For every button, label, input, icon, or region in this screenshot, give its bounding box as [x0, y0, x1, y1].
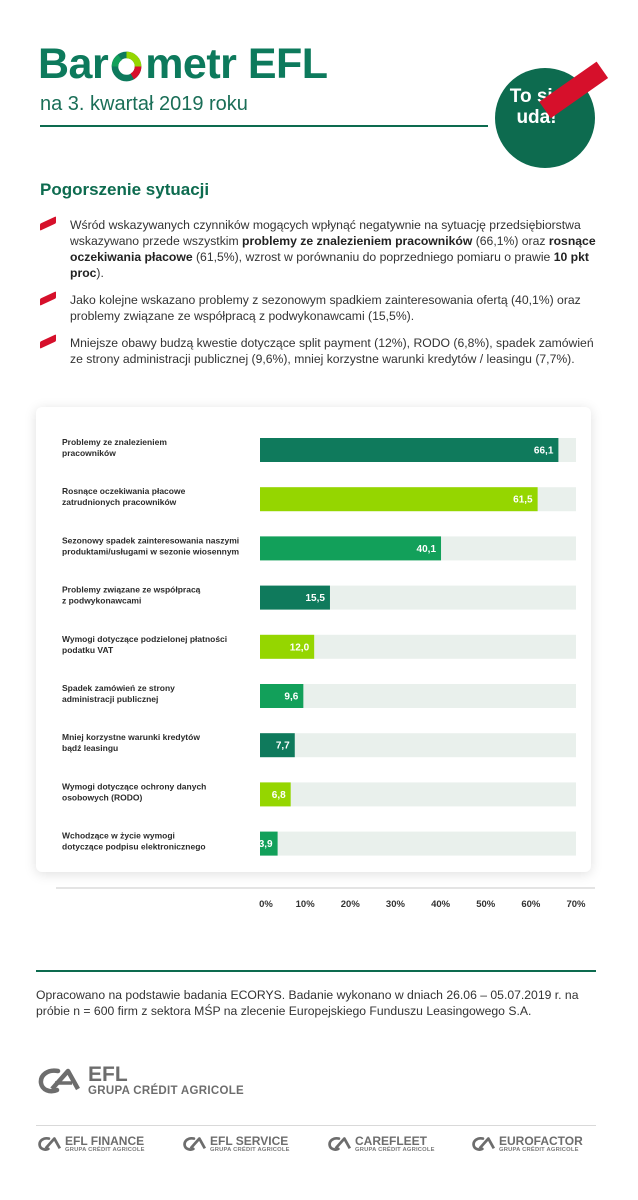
methodology-note: Opracowano na podstawie badania ECORYS. …	[36, 988, 579, 1018]
category-label-4: Problemy związane ze współpracą	[62, 585, 201, 595]
value-label-2: 61,5	[513, 495, 533, 506]
category-label-8: osobowych (RODO)	[62, 792, 142, 802]
brand-suffix: metr EFL	[145, 40, 328, 88]
subtitle: na 3. kwartał 2019 roku	[40, 93, 248, 115]
category-label-5: Wymogi dotyczące podzielonej płatności	[62, 634, 227, 644]
category-label-3: produktami/usługami w sezonie wiosennym	[62, 546, 240, 556]
bar-7	[260, 733, 295, 758]
bullet-2: Jako kolejne wskazano problemy z sezonow…	[40, 291, 600, 324]
value-label-8: 6,8	[272, 790, 286, 801]
bar-track	[260, 831, 576, 856]
category-label-6: Spadek zamówień ze strony	[62, 683, 175, 693]
header-divider	[40, 125, 488, 127]
bullet-2-text: Jako kolejne wskazano problemy z sezonow…	[70, 293, 581, 323]
bar-2	[260, 487, 538, 512]
credit-agricole-icon	[328, 1136, 352, 1151]
bullet-3: Mniejsze obawy budzą kwestie dotyczące s…	[40, 334, 600, 367]
bar-6	[260, 684, 304, 708]
x-tick-label: 30%	[386, 899, 406, 910]
x-tick-label: 40%	[431, 899, 451, 910]
bullet-3-text: Mniejsze obawy budzą kwestie dotyczące s…	[70, 336, 594, 366]
value-label-5: 12,0	[290, 642, 310, 653]
x-tick-label: 20%	[341, 899, 361, 910]
bullet-1: Wśród wskazywanych czynników mogących wp…	[40, 216, 600, 281]
x-tick-label: 10%	[296, 899, 316, 910]
efl-logo-name: EFL	[88, 1063, 128, 1086]
efl-logo-group: GRUPA CRÉDIT AGRICOLE	[88, 1085, 245, 1097]
value-label-4: 15,5	[306, 593, 326, 604]
category-label-6: administracji publicznej	[62, 694, 158, 704]
category-label-3: Sezonowy spadek zainteresowania naszymi	[62, 535, 239, 545]
value-label-7: 7,7	[276, 741, 290, 752]
brand-title: Bar metr EFL	[38, 40, 328, 89]
value-label-6: 9,6	[284, 692, 298, 703]
category-label-2: zatrudnionych pracowników	[62, 497, 177, 507]
category-label-7: bądź leasingu	[62, 743, 118, 753]
efl-logo: EFL GRUPA CRÉDIT AGRICOLE	[38, 1063, 245, 1097]
category-label-1: Problemy ze znalezieniem	[62, 437, 167, 447]
bar-5	[260, 634, 315, 659]
carefleet-logo: CAREFLEET GRUPA CRÉDIT AGRICOLE	[328, 1135, 435, 1153]
bar-9	[260, 831, 278, 856]
credit-agricole-icon	[472, 1136, 496, 1151]
category-label-9: Wchodzące w życie wymogi	[62, 831, 175, 841]
x-tick-label: 0%	[259, 899, 273, 910]
efl-finance-logo: EFL FINANCE GRUPA CRÉDIT AGRICOLE	[38, 1135, 145, 1153]
brand-prefix: Bar	[38, 40, 109, 88]
bar-1	[260, 438, 559, 462]
category-label-2: Rosnące oczekiwania płacowe	[62, 486, 186, 496]
bullet-1-text: Wśród wskazywanych czynników mogących wp…	[70, 218, 596, 280]
credit-agricole-icon	[38, 1068, 80, 1094]
bar-8	[260, 782, 291, 807]
category-label-4: z podwykonawcami	[62, 596, 141, 606]
x-tick-label: 70%	[566, 899, 586, 910]
bar-track	[260, 782, 576, 807]
category-label-5: podatku VAT	[62, 645, 114, 655]
bar-track	[260, 684, 576, 708]
efl-service-logo: EFL SERVICE GRUPA CRÉDIT AGRICOLE	[183, 1135, 290, 1153]
value-label-3: 40,1	[417, 544, 437, 555]
credit-agricole-icon	[38, 1136, 62, 1151]
eurofactor-logo: EUROFACTOR GRUPA CRÉDIT AGRICOLE	[472, 1135, 583, 1153]
bar-4	[260, 585, 330, 610]
value-label-9: 3,9	[259, 839, 273, 850]
value-label-1: 66,1	[534, 446, 554, 457]
bar-3	[260, 536, 442, 561]
category-label-8: Wymogi dotyczące ochrony danych	[62, 781, 206, 791]
category-label-1: pracowników	[62, 448, 116, 458]
bar-track	[260, 733, 576, 758]
barometer-o-icon	[111, 51, 142, 82]
footer-divider	[36, 970, 596, 972]
logos-divider	[36, 1125, 596, 1126]
x-tick-label: 60%	[521, 899, 541, 910]
category-label-9: dotyczące podpisu elektronicznego	[62, 842, 206, 852]
x-tick-label: 50%	[476, 899, 496, 910]
credit-agricole-icon	[183, 1136, 207, 1151]
section-title: Pogorszenie sytuacji	[40, 180, 210, 199]
category-label-7: Mniej korzystne warunki kredytów	[62, 732, 200, 742]
